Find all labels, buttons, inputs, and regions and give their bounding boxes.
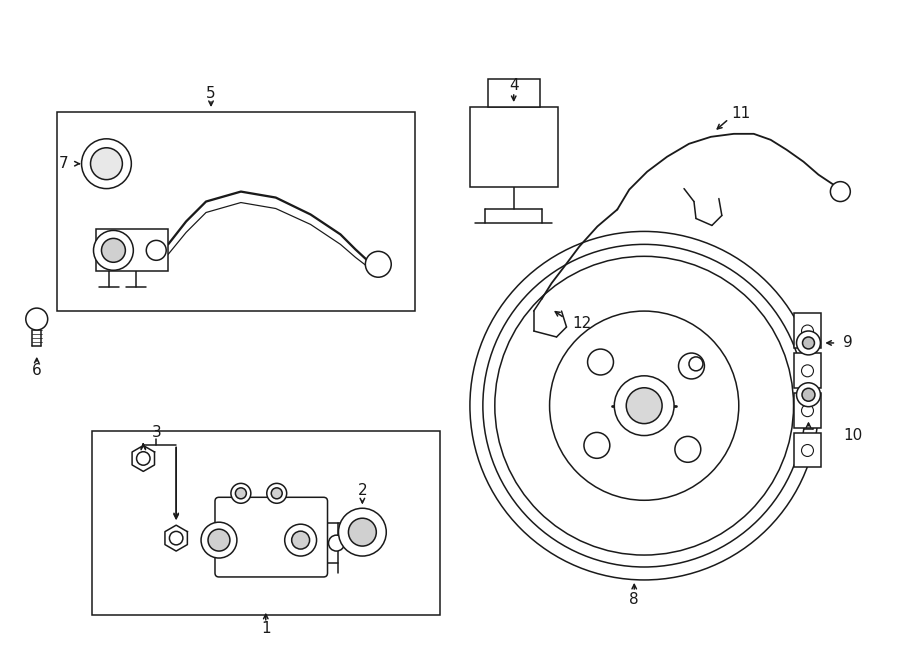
Circle shape: [802, 444, 814, 457]
Circle shape: [26, 308, 48, 330]
Text: 3: 3: [151, 425, 161, 440]
Circle shape: [94, 231, 133, 270]
Bar: [794, 353, 822, 388]
Text: 6: 6: [32, 364, 41, 378]
Circle shape: [802, 405, 814, 416]
Bar: [96, 229, 168, 271]
Circle shape: [675, 436, 701, 462]
Circle shape: [679, 353, 705, 379]
Circle shape: [802, 325, 814, 337]
Circle shape: [137, 451, 150, 465]
Circle shape: [831, 182, 850, 202]
Circle shape: [284, 524, 317, 556]
Circle shape: [91, 148, 122, 180]
Circle shape: [266, 483, 287, 503]
Bar: [794, 393, 822, 428]
Bar: [57, 112, 415, 311]
Circle shape: [796, 331, 821, 355]
Text: 9: 9: [843, 335, 853, 350]
Circle shape: [102, 239, 125, 262]
Text: 10: 10: [843, 428, 862, 443]
Text: 4: 4: [508, 77, 518, 93]
Polygon shape: [132, 446, 155, 471]
Text: 5: 5: [206, 87, 216, 102]
Polygon shape: [165, 525, 187, 551]
Circle shape: [802, 365, 814, 377]
Circle shape: [236, 488, 247, 499]
Circle shape: [803, 337, 815, 349]
Text: 7: 7: [58, 156, 68, 171]
Text: 2: 2: [357, 483, 367, 498]
Circle shape: [626, 388, 662, 424]
Circle shape: [584, 432, 610, 458]
Circle shape: [588, 349, 614, 375]
Bar: [488, 79, 540, 107]
Circle shape: [292, 531, 310, 549]
Circle shape: [615, 376, 674, 436]
Circle shape: [365, 251, 392, 277]
Circle shape: [328, 535, 345, 551]
Circle shape: [689, 357, 703, 371]
Circle shape: [802, 388, 815, 401]
Circle shape: [208, 529, 230, 551]
FancyBboxPatch shape: [215, 497, 328, 577]
Bar: [794, 313, 822, 348]
Text: 1: 1: [261, 621, 271, 637]
Circle shape: [348, 518, 376, 546]
Text: 12: 12: [572, 315, 591, 330]
Circle shape: [231, 483, 251, 503]
Circle shape: [201, 522, 237, 558]
Text: 8: 8: [629, 592, 639, 607]
Circle shape: [82, 139, 131, 188]
Bar: [470, 107, 557, 186]
Circle shape: [271, 488, 283, 499]
Circle shape: [338, 508, 386, 556]
Circle shape: [796, 383, 821, 407]
Circle shape: [147, 241, 166, 260]
Bar: [794, 432, 822, 467]
Text: 11: 11: [731, 106, 751, 122]
Circle shape: [169, 531, 183, 545]
Bar: [92, 430, 440, 615]
